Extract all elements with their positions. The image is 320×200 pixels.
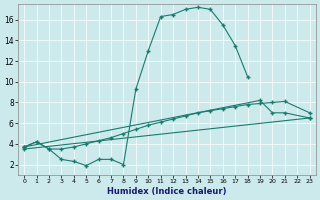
- X-axis label: Humidex (Indice chaleur): Humidex (Indice chaleur): [107, 187, 227, 196]
